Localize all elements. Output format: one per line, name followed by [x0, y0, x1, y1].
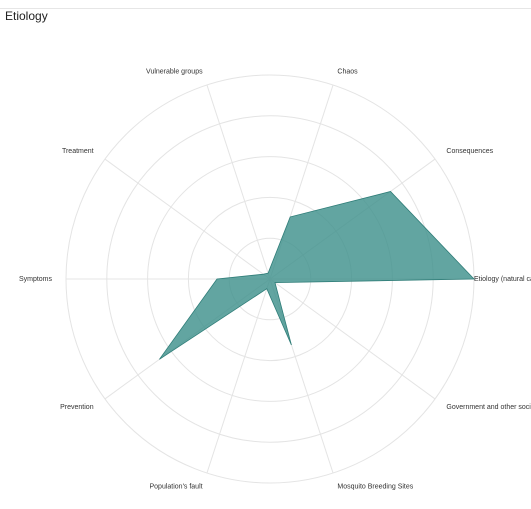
- axis-label-7: Prevention: [60, 404, 94, 411]
- grid-spoke-10: [269, 278, 436, 400]
- axis-label-4: Vulnerable groups: [146, 69, 203, 76]
- grid-spoke-4: [206, 84, 271, 280]
- axis-label-10: Government and other social causes: [446, 404, 531, 411]
- grid-spoke-5: [104, 158, 271, 280]
- axis-label-9: Mosquito Breeding Sites: [337, 483, 413, 490]
- axis-label-5: Treatment: [62, 148, 94, 155]
- top-divider: [0, 8, 531, 9]
- axis-label-8: Population's fault: [149, 483, 202, 490]
- axis-label-2: Consequences: [446, 148, 493, 155]
- chart-title: Etiology: [5, 9, 48, 23]
- grid-spoke-8: [206, 278, 271, 474]
- axis-label-3: Chaos: [337, 69, 358, 76]
- axis-label-1: Etiology (natural causes): [474, 276, 531, 283]
- series-area-1: [159, 191, 475, 360]
- axis-label-6: Symptoms: [19, 276, 53, 283]
